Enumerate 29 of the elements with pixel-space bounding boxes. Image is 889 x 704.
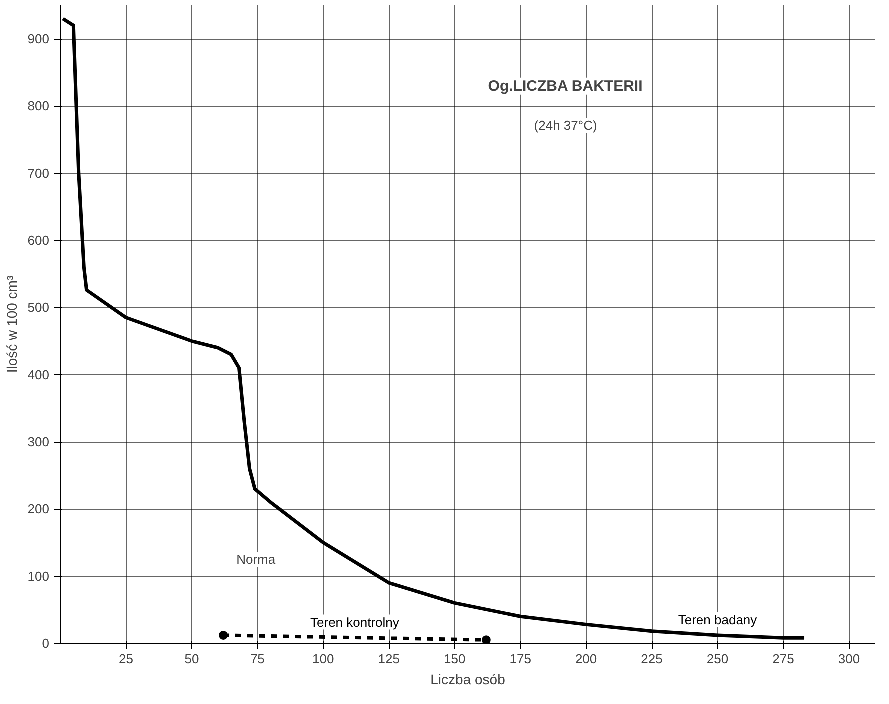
x-tick-label: 275 [772,652,794,666]
y-tick-label: 200 [28,502,50,517]
y-tick-label: 700 [28,166,50,181]
y-tick-label: 500 [28,300,50,316]
text: (24h 37°C) [534,118,598,134]
series-label: Teren kontrolny [310,614,400,630]
y-tick-label: 0 [42,636,50,651]
x-tick-label: 25 [118,652,134,666]
y-tick-label: 900 [28,32,50,47]
x-tick-label: 250 [706,652,729,666]
x-tick-label: 200 [575,652,598,666]
y-tick-label: 600 [28,233,50,248]
x-tick-label: 175 [510,652,532,666]
y-tick-label: 100 [28,568,50,584]
x-tick-label: 125 [378,652,400,666]
annotation: Norma [236,552,276,567]
y-tick-label: 800 [28,98,50,114]
x-tick-label: 150 [444,652,466,666]
y-tick-label: 300 [28,434,50,450]
x-tick-label: 50 [184,652,200,666]
y-axis-title: Ilość w 100 cm³ [4,276,20,374]
x-tick-label: 225 [641,652,663,666]
x-tick-label: 100 [312,652,334,666]
x-tick-label: 75 [250,652,265,666]
text: Og.LICZBA BAKTERII [488,78,643,95]
x-tick-label: 300 [838,652,860,666]
y-tick-label: 400 [28,367,50,382]
x-axis-title: Liczba osób [430,672,506,688]
series-label: Teren badany [678,612,758,628]
